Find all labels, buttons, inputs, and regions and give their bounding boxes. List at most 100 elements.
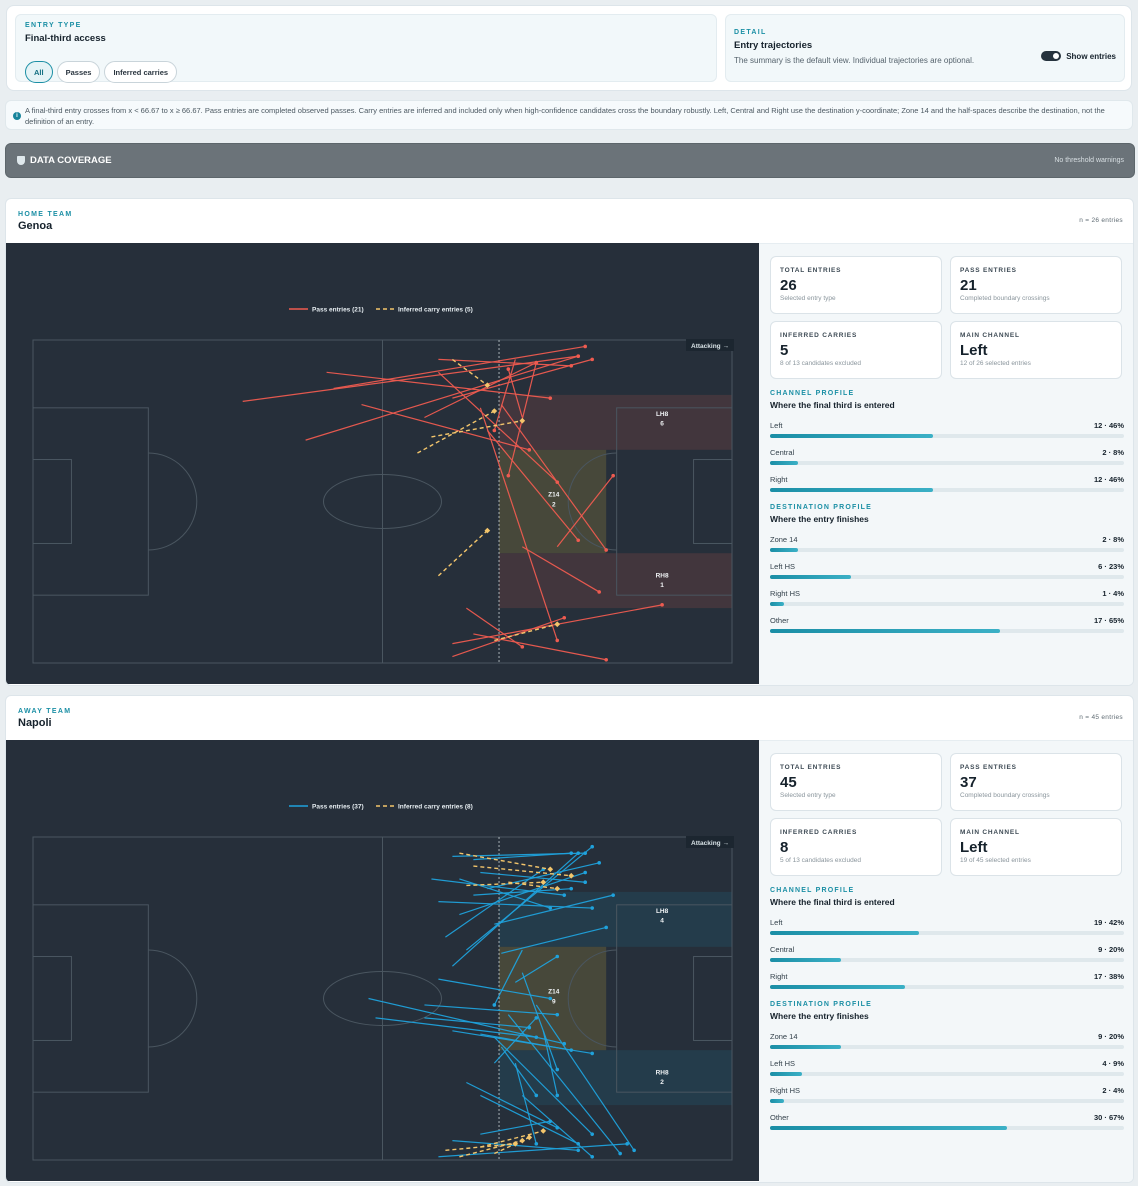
carry-entry-line[interactable] — [431, 420, 523, 438]
pass-entry-line[interactable] — [480, 1120, 551, 1135]
pass-entry-line[interactable] — [452, 358, 593, 399]
bar-track — [770, 1045, 1124, 1049]
show-entries-toggle[interactable]: Show entries — [1041, 51, 1116, 61]
pass-entry-line[interactable] — [465, 846, 593, 951]
row-label: Zone 14 — [770, 535, 798, 544]
pass-entry-line[interactable] — [480, 871, 586, 883]
pass-entry-line[interactable] — [556, 475, 614, 548]
pass-entry-line[interactable] — [487, 862, 600, 890]
card-label: TOTAL ENTRIES — [780, 267, 842, 274]
pass-end-point — [548, 996, 553, 1001]
team-header: HOME TEAM Genoa n = 26 entries — [6, 199, 1133, 243]
pass-entry-line[interactable] — [424, 1017, 530, 1029]
carry-entry-line[interactable] — [437, 530, 488, 577]
pass-entry-line[interactable] — [333, 345, 586, 390]
pass-entry-line[interactable] — [507, 1014, 621, 1154]
pass-entry-line[interactable] — [542, 1030, 558, 1096]
bar-fill — [770, 488, 933, 492]
card-value: 26 — [780, 277, 797, 294]
pass-entry-line[interactable] — [473, 633, 607, 661]
bar-track — [770, 434, 1124, 438]
carry-entry-line[interactable] — [494, 623, 558, 642]
carry-entry-line[interactable] — [451, 358, 488, 386]
rh8-label: RH8 — [656, 572, 669, 579]
carry-entry-line[interactable] — [508, 881, 558, 890]
pass-entry-line[interactable] — [514, 1062, 537, 1145]
z14-label: Z14 — [548, 492, 560, 499]
pass-entry-line[interactable] — [438, 358, 572, 367]
destination-profile-title: Where the entry finishes — [770, 514, 869, 524]
pass-entry-line[interactable] — [521, 972, 558, 1070]
pass-entry-line[interactable] — [521, 546, 600, 593]
pass-entry-line[interactable] — [361, 404, 530, 451]
card-sub: 8 of 13 candidates excluded — [780, 360, 861, 367]
bar-track — [770, 461, 1124, 465]
channel-row: Left 19 · 42% — [770, 918, 1124, 938]
destination-profile-label: DESTINATION PROFILE — [770, 504, 873, 511]
carry-end-point — [540, 1128, 547, 1134]
pass-entry-line[interactable] — [438, 371, 558, 483]
detail-subtitle: The summary is the default view. Individ… — [734, 56, 975, 65]
pass-entry-line[interactable] — [493, 359, 516, 431]
pass-entry-line[interactable] — [431, 878, 565, 896]
row-label: Central — [770, 448, 795, 457]
pass-entry-line[interactable] — [494, 894, 614, 925]
pass-entry-line[interactable] — [305, 355, 579, 441]
bar-fill — [770, 958, 841, 962]
pass-entry-line[interactable] — [500, 1046, 537, 1096]
pass-entry-line[interactable] — [438, 978, 551, 1000]
pass-entry-line[interactable] — [459, 871, 586, 916]
pass-end-point — [534, 360, 539, 365]
carry-entry-line[interactable] — [445, 1143, 516, 1152]
coverage-status: No threshold warnings — [1054, 157, 1124, 164]
pass-entry-line[interactable] — [326, 371, 551, 399]
pass-entry-line[interactable] — [480, 1094, 579, 1145]
pass-entry-line[interactable] — [535, 1004, 635, 1151]
pass-entry-line[interactable] — [493, 1017, 537, 1064]
pass-entry-line[interactable] — [500, 404, 607, 551]
rh8-zone — [499, 1050, 732, 1106]
pass-entry-line[interactable] — [480, 1033, 572, 1051]
carry-entry-line[interactable] — [480, 1130, 544, 1148]
z14-count: 9 — [552, 998, 556, 1005]
card-value: 45 — [780, 774, 797, 791]
pass-entry-line[interactable] — [493, 1036, 593, 1135]
row-value: 9 · 20% — [1098, 945, 1124, 954]
card-sub: 5 of 13 candidates excluded — [780, 857, 861, 864]
toggle-switch[interactable] — [1041, 51, 1062, 61]
card-sub: Selected entry type — [780, 792, 836, 799]
pass-entry-line[interactable] — [424, 1004, 558, 1016]
filter-passes-button[interactable]: Passes — [56, 61, 101, 83]
pitch-svg: Pass entries (21) Inferred carry entries … — [32, 307, 734, 664]
row-value: 12 · 46% — [1093, 475, 1124, 484]
pass-end-point — [569, 1048, 574, 1052]
pass-entry-line[interactable] — [466, 607, 523, 648]
pass-end-point — [569, 851, 574, 855]
shield-icon — [17, 156, 25, 165]
pass-entry-line[interactable] — [473, 888, 572, 896]
pass-end-point — [597, 590, 601, 594]
pass-entry-line[interactable] — [466, 1081, 558, 1129]
pass-entry-line[interactable] — [493, 949, 523, 1006]
entry-trajectories — [368, 844, 636, 1159]
detail-label: DETAIL — [734, 29, 767, 36]
lh8-label: LH8 — [656, 411, 669, 418]
bar-fill — [770, 461, 799, 465]
pass-end-point — [604, 548, 608, 552]
carry-entry-line[interactable] — [466, 881, 544, 887]
pass-entry-line[interactable] — [501, 926, 607, 954]
pass-entry-line[interactable] — [375, 1017, 537, 1038]
bar-fill — [770, 1045, 841, 1049]
pass-entry-line[interactable] — [486, 430, 579, 541]
pass-entry-line[interactable] — [514, 955, 558, 983]
pass-entry-line[interactable] — [479, 407, 558, 641]
attacking-badge — [686, 339, 734, 351]
carry-entry-line[interactable] — [473, 865, 572, 877]
card-value: 37 — [960, 774, 977, 791]
filter-carries-button[interactable]: Inferred carries — [104, 61, 178, 83]
data-coverage-panel[interactable]: DATA COVERAGE No threshold warnings — [5, 143, 1135, 178]
carry-entry-line[interactable] — [459, 1139, 523, 1158]
carry-entry-line[interactable] — [459, 852, 551, 870]
filter-all-button[interactable]: All — [25, 61, 53, 83]
row-label: Left — [770, 918, 783, 927]
